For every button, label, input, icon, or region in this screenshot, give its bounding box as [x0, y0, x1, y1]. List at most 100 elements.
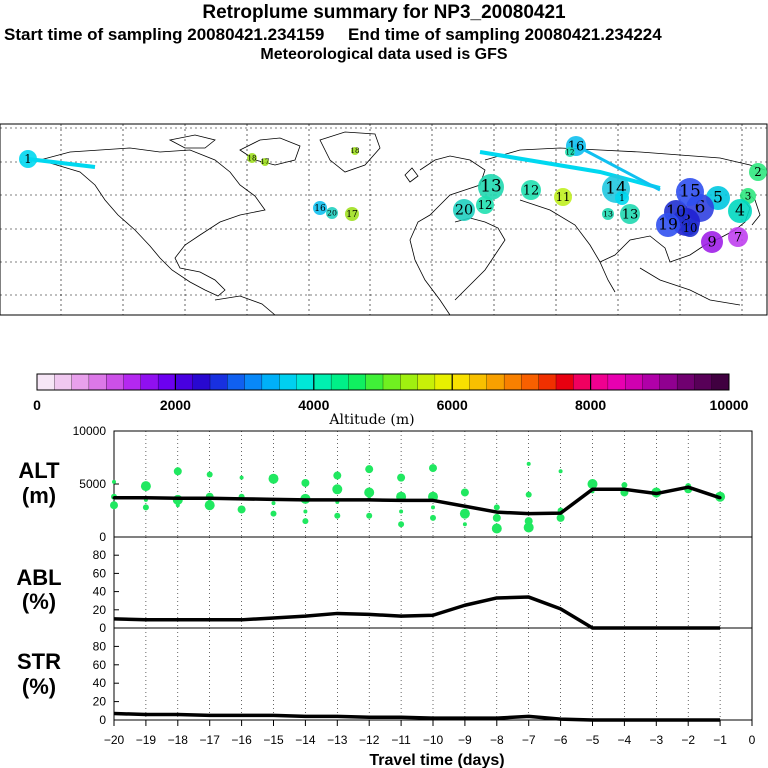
plume-marker: 10	[681, 219, 699, 237]
coastlines	[38, 131, 766, 316]
colorbar-cells	[36, 373, 730, 391]
plume-label: 1	[24, 152, 31, 166]
plume-label: 12	[523, 184, 540, 199]
time-series-panels: 1000050000ALT(m)806040200ABL(%)806040200…	[16, 424, 755, 747]
alt-series-point	[112, 496, 116, 500]
colorbar-cell	[227, 373, 246, 391]
colorbar-cell	[521, 373, 540, 391]
alt-scatter-point	[429, 464, 437, 473]
world-map: 1234567891011121314151617181920131312162…	[0, 123, 768, 316]
alt-scatter-point	[237, 505, 246, 514]
plume-label: 16	[314, 204, 326, 214]
str-unit-label: (%)	[22, 674, 56, 699]
plume-marker: 13	[620, 204, 640, 224]
x-tick-label: −20	[104, 733, 125, 747]
plume-label: 10	[683, 221, 698, 235]
alt-scatter-point	[333, 471, 342, 480]
plume-dot	[728, 199, 752, 223]
plume-marker: 20	[453, 199, 475, 221]
alt-series-point	[335, 498, 339, 502]
plume-label: 4	[735, 202, 745, 220]
alt-scatter-point	[493, 504, 500, 511]
colorbar-tick-label: 4000	[298, 397, 329, 413]
alt-series-point	[208, 496, 212, 500]
plume-marker: 17	[261, 158, 270, 166]
abl-ytick-label: 20	[93, 603, 107, 617]
str-ytick-label: 20	[93, 695, 107, 709]
plume-dot	[326, 207, 338, 219]
plume-marker: 15	[676, 178, 704, 206]
alt-series-point	[176, 496, 180, 500]
x-tick-label: −3	[649, 733, 663, 747]
alt-scatter-point	[206, 471, 213, 478]
alt-scatter-point	[301, 478, 310, 487]
start-time-label: Start time of sampling 20080421.234159	[4, 25, 325, 44]
plume-marker: 2	[749, 163, 767, 181]
plume-label: 17	[346, 210, 358, 220]
plume-dot	[521, 180, 541, 200]
plume-marker: 9	[701, 231, 723, 253]
colorbar-cell	[244, 373, 263, 391]
alt-scatter-point	[140, 481, 151, 492]
plume-dot	[476, 196, 494, 214]
str-label: STR	[17, 649, 61, 674]
plume-marker: 12	[565, 147, 575, 157]
alt-series-point	[367, 498, 371, 502]
alt-series-point	[303, 498, 307, 502]
plume-label: 20	[327, 209, 337, 218]
plume-dot	[345, 207, 359, 221]
plume-label: 18	[351, 147, 360, 155]
colorbar-tick-label: 2000	[160, 397, 191, 413]
plume-label: 2	[754, 165, 761, 179]
met-data-label: Meteorological data used is GFS	[260, 46, 508, 63]
x-tick-label: −12	[359, 733, 380, 747]
x-tick-label: −4	[618, 733, 632, 747]
trail-segment	[574, 143, 661, 192]
plume-label: 7	[734, 231, 742, 246]
colorbar-cell	[434, 373, 453, 391]
colorbar-cell	[382, 373, 401, 391]
panel-alt: 10000 5000 0 ALT(m)	[18, 424, 753, 544]
panel-str: 80 60 40 20 0 STR(%)	[17, 627, 753, 727]
alt-ytick-label: 5000	[79, 477, 106, 491]
plume-marker: 13	[602, 208, 614, 220]
plume-label: 1	[619, 194, 625, 204]
plume-marker: 4	[728, 199, 752, 223]
str-ytick-label: 80	[93, 639, 107, 653]
plume-marker: 17	[345, 207, 359, 221]
plume-dot	[478, 174, 504, 200]
alt-scatter-point	[430, 514, 436, 521]
x-tick-label: −14	[295, 733, 316, 747]
plume-dot	[351, 147, 359, 155]
x-tick-label: −5	[586, 733, 600, 747]
plume-label: 11	[556, 190, 571, 204]
colorbar-cell	[659, 373, 678, 391]
plume-marker: 16	[313, 201, 327, 215]
x-tick-label: −17	[200, 733, 221, 747]
alt-scatter-point	[303, 509, 308, 514]
plume-label: 13	[603, 210, 613, 219]
chart-title: Retroplume summary for NP3_20080421	[202, 2, 566, 23]
x-axis-title: Travel time (days)	[369, 752, 504, 768]
plume-label: 17	[261, 158, 270, 166]
x-tick-label: −16	[231, 733, 252, 747]
alt-scatter-point	[270, 510, 277, 517]
alt-scatter-point	[431, 505, 435, 510]
plume-dot	[749, 163, 767, 181]
altitude-colorbar: 0 2000 4000 6000 8000 10000 Altitude (m)	[33, 373, 749, 428]
str-series-line	[113, 711, 721, 722]
alt-series-point	[240, 497, 244, 501]
colorbar-cell	[365, 373, 384, 391]
plume-label: 3	[745, 191, 752, 203]
panel-abl: 80 60 40 20 0 ABL(%)	[16, 536, 753, 635]
colorbar-cell	[590, 373, 609, 391]
colorbar-cell	[538, 373, 557, 391]
alt-ytick-label: 10000	[73, 424, 107, 438]
x-tick-label: −15	[263, 733, 284, 747]
alt-scatter-point	[526, 461, 531, 466]
colorbar-cell	[607, 373, 626, 391]
colorbar-cell	[279, 373, 297, 391]
alt-scatter-point	[397, 473, 406, 482]
alt-series-point	[686, 485, 690, 489]
x-tick-label: −19	[136, 733, 157, 747]
